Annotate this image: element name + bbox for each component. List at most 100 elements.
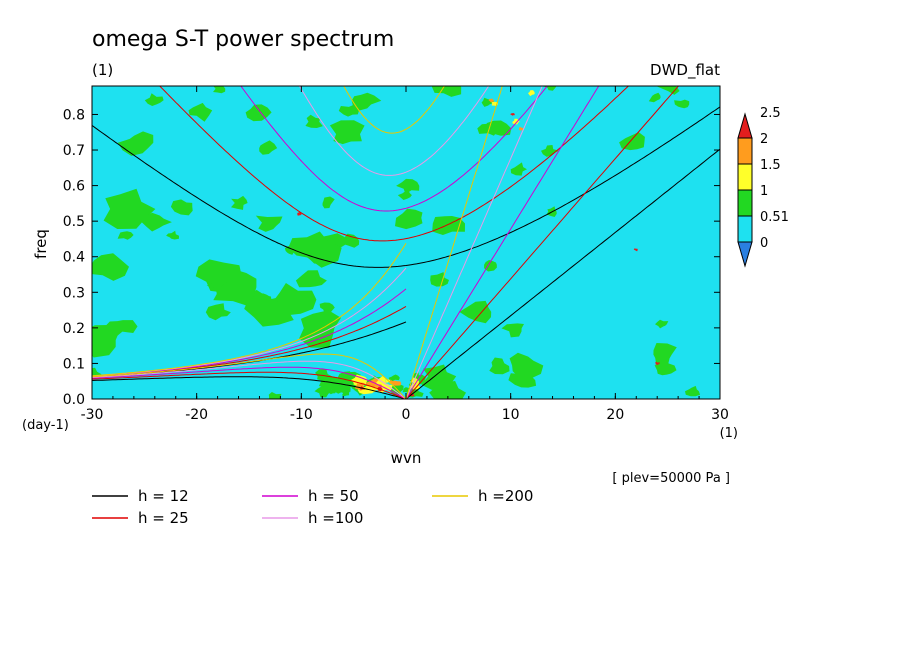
colorbar-band — [737, 137, 753, 165]
spectrum-patch — [166, 230, 179, 240]
spectrum-patch — [510, 113, 515, 116]
spectrum-patch — [259, 140, 278, 155]
dispersion-line — [92, 366, 407, 399]
dispersion-line — [405, 86, 503, 399]
spectrum-patch — [541, 145, 559, 157]
x-axis: -30 -20 -10 0 10 20 30 — [81, 86, 729, 423]
colorbar-label: 1 — [760, 184, 768, 199]
colorbar-label: 0 — [760, 236, 768, 251]
spectrum-patch — [429, 381, 466, 399]
legend-item: h = 50 — [262, 487, 359, 505]
spectrum-patch — [322, 196, 335, 209]
spectrum-patch — [297, 212, 302, 216]
legend-item: h =200 — [432, 487, 533, 505]
dispersion-line — [92, 353, 407, 399]
spectrum-patch — [105, 320, 138, 339]
spectrum-patch — [141, 212, 172, 232]
spectrum-patch — [92, 253, 129, 281]
y-tick-label: 0.7 — [63, 143, 85, 159]
spectrum-patch — [295, 270, 327, 288]
x-tick-label: -20 — [185, 407, 208, 423]
y-tick-label: 0.5 — [63, 214, 85, 230]
spectrum-patch — [541, 86, 557, 91]
level-note: [ plev=50000 Pa ] — [612, 471, 730, 486]
spectrum-patch — [117, 231, 134, 240]
spectrum-patch — [459, 300, 492, 324]
y-axis: 0.0 0.1 0.2 0.3 0.4 0.5 0.6 0.7 0.8 — [63, 107, 720, 408]
colorbar-band — [737, 189, 753, 217]
dispersion-line — [92, 376, 407, 399]
spectrum-patch — [338, 104, 359, 117]
spectrum-patch — [144, 93, 164, 106]
spectrum-patch — [274, 283, 317, 316]
spectrum-patch — [648, 92, 661, 103]
spectrum-patch — [305, 114, 323, 128]
dispersion-line — [405, 86, 680, 399]
y-units-label: (day-1) — [22, 418, 69, 433]
plot-background — [92, 86, 720, 399]
legend-label: h = 12 — [138, 487, 189, 505]
colorbar-label: 2.5 — [760, 106, 781, 121]
spectrum-patch — [674, 99, 690, 109]
spectrum-patch — [314, 386, 333, 398]
x-tick-label: -30 — [81, 407, 104, 423]
dispersion-line — [405, 86, 600, 399]
spectrum-patch — [397, 190, 412, 200]
spectrum-patch — [484, 260, 497, 272]
y-tick-label: 0.2 — [63, 321, 85, 337]
dispersion-line — [298, 86, 490, 176]
colorbar-band — [737, 163, 753, 191]
spectrum-patch — [255, 215, 283, 232]
dispersion-line — [92, 371, 407, 399]
spectrum-patch — [188, 102, 213, 122]
spectrum-patch — [528, 90, 535, 97]
spectrum-patch — [655, 319, 669, 329]
x-tick-label: 0 — [402, 407, 411, 423]
spectrum-patch — [488, 98, 495, 103]
spectrum-patch — [518, 127, 524, 131]
spectrum-patch — [213, 268, 257, 307]
spectrum-patch — [509, 352, 544, 379]
legend: h = 12 h = 25 h = 50 h =100 h =200 — [92, 487, 533, 527]
dispersion-line — [343, 86, 445, 134]
plot-area — [91, 85, 721, 400]
spectrum-patch — [329, 388, 336, 395]
spectrum-patch — [653, 343, 677, 367]
spectrum-patch — [288, 231, 342, 268]
spectrum-patch — [244, 297, 294, 327]
colorbar-label: 2 — [760, 132, 768, 147]
dispersion-curves — [92, 86, 720, 399]
colorbar-label: 1.5 — [760, 158, 781, 173]
dispersion-line — [92, 360, 407, 399]
x-tick-label: -10 — [290, 407, 313, 423]
spectrum-patch — [365, 378, 379, 388]
spectrum-patch — [329, 120, 365, 145]
spectrum-patch — [268, 392, 282, 399]
dispersion-line — [92, 106, 720, 268]
dispersion-line — [92, 243, 407, 377]
x-axis-label: wvn — [391, 449, 422, 467]
legend-label: h = 50 — [308, 487, 359, 505]
spectrum-patch — [339, 386, 351, 393]
spectrum-patch — [351, 92, 382, 111]
spectrum-patch — [512, 118, 520, 125]
spectrum-patch — [103, 188, 156, 229]
spectrum-patch — [357, 384, 374, 395]
colorbar-label: 0.51 — [760, 210, 789, 225]
spectrum-patch — [501, 323, 524, 338]
y-axis-label: freq — [32, 229, 50, 259]
legend-label: h =100 — [308, 509, 363, 527]
legend-item: h =100 — [262, 509, 363, 527]
spectrum-patch — [510, 162, 527, 176]
spectrum-patch — [409, 393, 415, 397]
spectrum-patch — [392, 380, 402, 386]
y-tick-label: 0.4 — [63, 250, 85, 266]
spectrum-contours — [92, 86, 701, 399]
spectrum-patch — [477, 122, 500, 136]
y-tick-label: 0.3 — [63, 285, 85, 301]
spectrum-patch — [685, 385, 701, 397]
spectrum-patch — [92, 325, 120, 358]
spectrum-patch — [319, 302, 335, 314]
spectrum-patch — [633, 248, 638, 252]
